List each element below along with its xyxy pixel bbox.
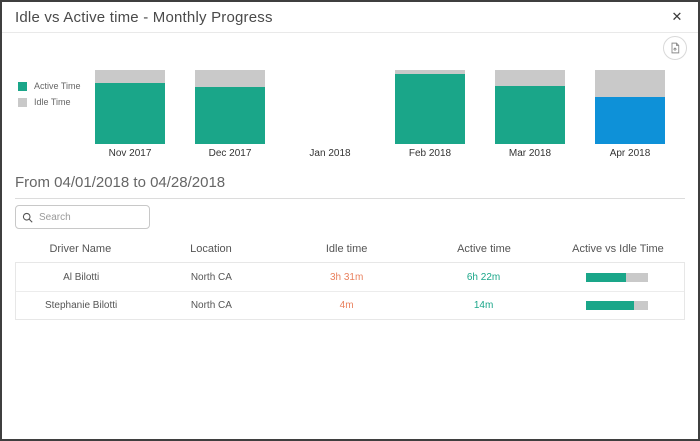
- column-header-location: Location: [190, 243, 232, 255]
- legend-swatch-icon: [18, 81, 27, 91]
- column-header-idle-time: Idle time: [325, 243, 368, 255]
- chart-legend: Active Time Idle Time: [18, 81, 81, 113]
- search-input[interactable]: [39, 211, 143, 223]
- bar-segment-idle: [395, 70, 465, 75]
- driver-name-cell: Al Bilotti: [63, 271, 100, 283]
- legend-label: Active Time: [34, 81, 81, 91]
- bar-segment-active: [195, 87, 265, 144]
- chart-bar-dec-2017[interactable]: [195, 70, 265, 144]
- active-vs-idle-progressbar: [586, 301, 649, 310]
- active-vs-idle-cell: [550, 272, 684, 282]
- chart-category-label: Apr 2018: [609, 148, 651, 159]
- legend-swatch-icon: [18, 97, 27, 107]
- chart-bar-mar-2018[interactable]: [495, 70, 565, 144]
- active-time-cell: 6h 22m: [466, 271, 501, 283]
- column-header-active-time: Active time: [457, 243, 511, 255]
- search-icon: [22, 212, 33, 223]
- progressbar-active-fill: [586, 301, 634, 310]
- idle-time-cell: 3h 31m: [329, 271, 364, 283]
- search-box: [15, 205, 150, 229]
- active-vs-idle-progressbar: [586, 272, 649, 282]
- chart-category-label: Dec 2017: [208, 148, 252, 159]
- idle-time-cell: 4m: [339, 300, 354, 311]
- driver-name-cell: Stephanie Bilotti: [44, 300, 118, 311]
- stacked-bar-chart: [95, 70, 665, 144]
- close-icon[interactable]: ✕: [666, 6, 688, 28]
- bar-segment-idle: [495, 70, 565, 86]
- bar-segment-active: [595, 96, 665, 144]
- table-row: Stephanie Bilotti North CA 4m 14m: [16, 291, 684, 319]
- chart-category-label: Mar 2018: [508, 148, 552, 159]
- chart-bar-apr-2018[interactable]: [595, 70, 665, 144]
- bar-segment-active: [395, 74, 465, 144]
- export-file-icon: [669, 42, 681, 54]
- bar-segment-active: [495, 85, 565, 144]
- column-header-active-vs-idle-time: Active vs Idle Time: [572, 243, 664, 255]
- column-header-driver-name: Driver Name: [49, 243, 112, 255]
- bar-segment-idle: [195, 70, 265, 88]
- section-divider: [15, 198, 685, 199]
- chart-category-label: Feb 2018: [408, 148, 452, 159]
- chart-category-labels: Nov 2017 Dec 2017 Jan 2018 Feb 2018 Mar 2018…: [95, 148, 665, 159]
- legend-label: Idle Time: [34, 97, 71, 107]
- chart-bar-jan-2018[interactable]: [295, 70, 365, 144]
- bar-segment-active: [95, 82, 165, 144]
- bar-segment-idle: [595, 70, 665, 97]
- legend-item-idle-time: Idle Time: [18, 97, 81, 107]
- date-range-heading: From 04/01/2018 to 04/28/2018: [15, 174, 226, 191]
- dialog-title: Idle vs Active time - Monthly Progress: [15, 8, 273, 26]
- active-vs-idle-cell: [550, 301, 684, 310]
- export-chart-button[interactable]: [663, 36, 687, 60]
- chart-category-label: Nov 2017: [108, 148, 152, 159]
- legend-item-active-time: Active Time: [18, 81, 81, 91]
- table-header: Driver Name Location Idle time Active time A…: [15, 238, 685, 260]
- table-row: Al Bilotti North CA 3h 31m 6h 22m: [16, 263, 684, 291]
- chart-bar-feb-2018[interactable]: [395, 70, 465, 144]
- chart-category-label: Jan 2018: [309, 148, 351, 159]
- chart-bar-nov-2017[interactable]: [95, 70, 165, 144]
- location-cell: North CA: [190, 271, 232, 283]
- progressbar-active-fill: [586, 272, 626, 282]
- active-time-cell: 14m: [473, 300, 494, 311]
- bar-segment-idle: [95, 70, 165, 83]
- dialog-header: Idle vs Active time - Monthly Progress: [2, 2, 698, 33]
- location-cell: North CA: [190, 300, 232, 311]
- table-body: Al Bilotti North CA 3h 31m 6h 22m Stephanie …: [15, 262, 685, 320]
